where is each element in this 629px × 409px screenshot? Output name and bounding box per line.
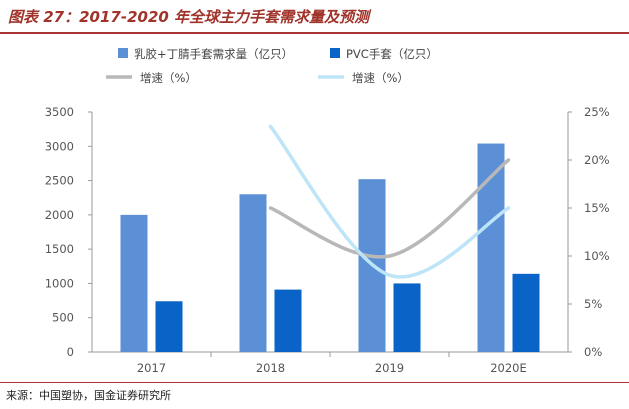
title-bar: 图表 27：2017-2020 年全球主力手套需求量及预测 <box>0 0 629 34</box>
right-tick-label: 15% <box>584 201 610 215</box>
legend-label: 乳胶+丁腈手套需求量（亿只） <box>134 47 293 61</box>
bar-pvc <box>393 283 421 352</box>
legend-label: 增速（%） <box>140 71 197 85</box>
left-tick-label: 1000 <box>45 276 74 290</box>
bar-latex-nitrile <box>239 194 267 352</box>
right-tick-label: 0% <box>584 345 602 359</box>
left-tick-label: 2500 <box>45 174 74 188</box>
legend-label: 增速（%） <box>352 71 409 85</box>
x-tick-label: 2017 <box>137 361 166 375</box>
left-tick-label: 0 <box>67 345 74 359</box>
chart-title: 图表 27：2017-2020 年全球主力手套需求量及预测 <box>8 8 370 26</box>
right-tick-label: 10% <box>584 249 610 263</box>
left-tick-label: 3500 <box>45 105 74 119</box>
legend-label: PVC手套（亿只） <box>346 47 438 61</box>
growth-line-2 <box>268 124 511 279</box>
legend-swatch <box>118 48 128 58</box>
legend-swatch <box>330 48 340 58</box>
growth-line-1 <box>268 158 511 259</box>
bar-pvc <box>512 273 540 352</box>
x-tick-label: 2019 <box>375 361 404 375</box>
left-tick-label: 2000 <box>45 208 74 222</box>
source-divider <box>0 382 629 383</box>
x-tick-label: 2020E <box>490 361 527 375</box>
left-tick-label: 1500 <box>45 242 74 256</box>
left-tick-label: 500 <box>52 311 74 325</box>
bar-pvc <box>274 289 302 352</box>
bar-pvc <box>155 301 183 352</box>
chart: 0 500 1000 1500 2000 2500 3000 3500 0% 5% 10% 15% 20… <box>45 47 610 375</box>
left-tick-label: 3000 <box>45 139 74 153</box>
x-tick-label: 2018 <box>256 361 285 375</box>
right-tick-label: 25% <box>584 105 610 119</box>
source-note: 来源：中国塑协，国金证券研究所 <box>6 389 171 402</box>
bar-latex-nitrile <box>120 214 148 352</box>
right-tick-label: 20% <box>584 153 610 167</box>
right-tick-label: 5% <box>584 297 602 311</box>
